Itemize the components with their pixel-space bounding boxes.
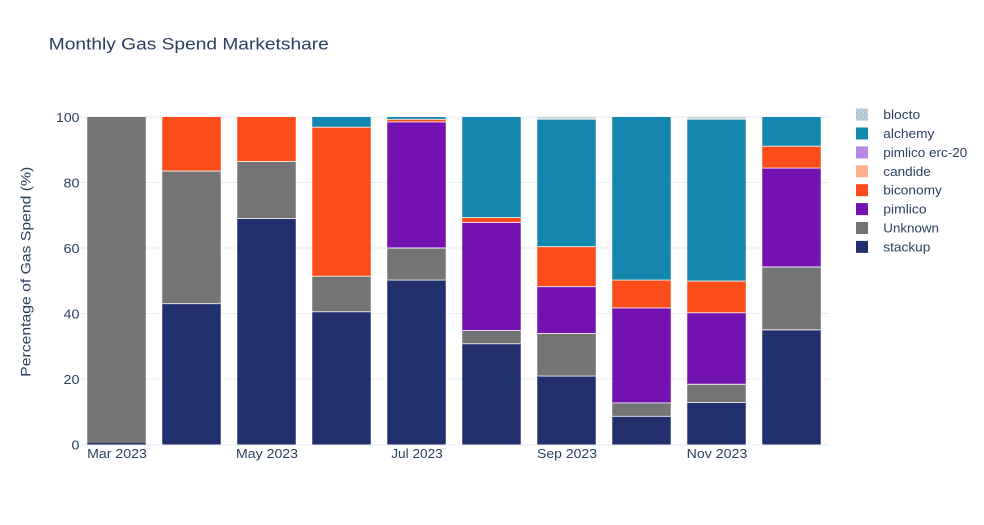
svg-text:20: 20: [64, 373, 80, 387]
svg-text:100: 100: [56, 111, 80, 125]
svg-text:alchemy: alchemy: [883, 127, 935, 141]
svg-text:Unknown: Unknown: [883, 222, 939, 236]
svg-text:biconomy: biconomy: [883, 184, 942, 198]
svg-text:Jul 2023: Jul 2023: [391, 446, 443, 461]
svg-text:0: 0: [72, 439, 80, 453]
svg-text:candide: candide: [883, 165, 931, 179]
svg-text:blocto: blocto: [883, 108, 920, 122]
svg-text:Monthly Gas Spend Marketshare: Monthly Gas Spend Marketshare: [49, 34, 329, 53]
svg-text:60: 60: [64, 242, 80, 256]
svg-text:pimlico: pimlico: [883, 203, 926, 217]
svg-text:Sep 2023: Sep 2023: [537, 446, 597, 461]
svg-text:stackup: stackup: [883, 240, 930, 254]
svg-text:40: 40: [64, 308, 80, 322]
svg-text:Nov 2023: Nov 2023: [687, 446, 748, 461]
svg-text:80: 80: [64, 177, 80, 191]
svg-text:May 2023: May 2023: [236, 446, 298, 461]
svg-text:Mar 2023: Mar 2023: [87, 446, 147, 461]
svg-text:Percentage of Gas Spend (%): Percentage of Gas Spend (%): [18, 167, 34, 377]
svg-text:pimlico erc-20: pimlico erc-20: [883, 146, 967, 160]
